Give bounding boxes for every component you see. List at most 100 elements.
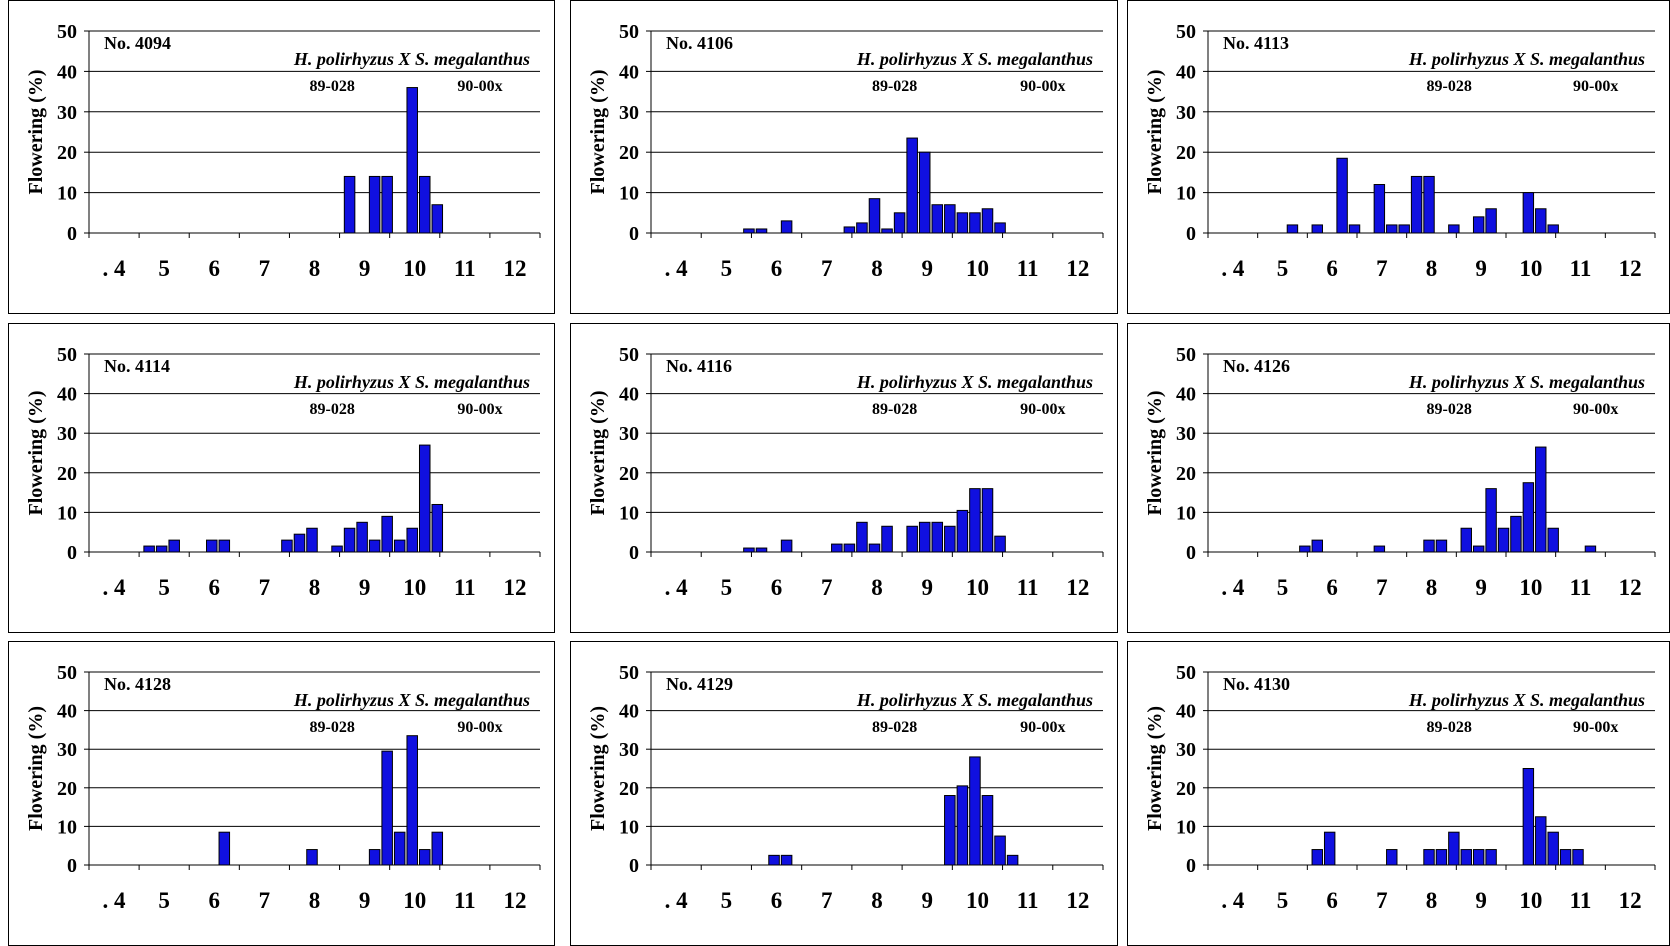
x-tick-label: . 4 — [103, 256, 127, 281]
bar — [218, 539, 231, 553]
bar — [1006, 854, 1019, 866]
y-tick-label: 50 — [619, 344, 639, 366]
x-tick-label: 9 — [359, 888, 371, 913]
x-tick-label: 10 — [403, 256, 426, 281]
bar — [956, 509, 969, 553]
chart-svg: 0 10 20 30 40 50 . 4 5 6 7 8 9 10 11 12 No. 4106 H. poli… — [587, 21, 1104, 281]
y-tick-label: 20 — [57, 778, 77, 800]
x-tick-label: 10 — [403, 888, 426, 913]
bar — [956, 212, 969, 234]
bar — [393, 539, 406, 553]
x-tick-label: 10 — [966, 888, 989, 913]
bar — [1460, 527, 1472, 553]
bar — [944, 795, 956, 866]
chart-svg: 0 10 20 30 40 50 . 4 5 6 7 8 9 10 11 12 No. 4129 H. poli… — [587, 662, 1104, 913]
bar — [743, 228, 755, 234]
bar — [1547, 224, 1559, 234]
x-tick-label: . 4 — [665, 575, 689, 600]
parent1-code: 89-028 — [309, 78, 354, 95]
bar — [1299, 545, 1311, 553]
y-tick-label: 40 — [57, 701, 77, 723]
bar — [994, 222, 1006, 234]
chart-svg: 0 10 20 30 40 50 . 4 5 6 7 8 9 10 11 12 No. 4128 H. poli… — [25, 662, 541, 913]
bar — [969, 212, 981, 234]
y-tick-label: 50 — [57, 21, 77, 43]
bar — [381, 175, 393, 234]
x-tick-label: 7 — [821, 888, 833, 913]
bar — [981, 208, 994, 234]
chart-svg: 0 10 20 30 40 50 . 4 5 6 7 8 9 10 11 12 No. 4116 H. poli… — [587, 344, 1104, 600]
bar — [780, 539, 793, 553]
y-tick-label: 10 — [57, 502, 77, 524]
bar — [1522, 482, 1535, 553]
bar — [281, 539, 293, 553]
y-tick-label: 30 — [57, 739, 77, 761]
y-tick-label: 40 — [619, 701, 639, 723]
bar — [868, 543, 881, 553]
bar — [956, 785, 969, 866]
y-tick-label: 50 — [57, 662, 77, 684]
x-tick-label: 8 — [1426, 888, 1438, 913]
x-tick-label: 6 — [209, 256, 221, 281]
x-tick-label: 5 — [158, 888, 170, 913]
x-tick-label: 7 — [821, 575, 833, 600]
bar — [393, 831, 406, 866]
y-tick-label: 0 — [1186, 223, 1196, 245]
bar — [406, 527, 418, 553]
y-tick-label: 10 — [619, 816, 639, 838]
chart-panel: 0 10 20 30 40 50 . 4 5 6 7 8 9 10 11 12 No. 4129 H. poli… — [570, 641, 1118, 946]
x-tick-label: 5 — [1277, 888, 1289, 913]
y-tick-label: 10 — [619, 502, 639, 524]
x-tick-label: 9 — [1475, 575, 1487, 600]
x-tick-label: 7 — [821, 256, 833, 281]
x-tick-label: 12 — [503, 575, 526, 600]
bar — [1547, 527, 1559, 553]
panel-title: No. 4129 — [666, 674, 733, 694]
y-tick-label: 30 — [619, 423, 639, 445]
bar — [1547, 831, 1559, 866]
y-tick-label: 40 — [619, 61, 639, 83]
parent1-code: 89-028 — [872, 78, 917, 95]
y-tick-label: 50 — [1176, 344, 1196, 366]
bar — [1348, 224, 1361, 234]
bar — [218, 831, 231, 866]
bar — [856, 222, 868, 234]
parent2-code: 90-00x — [457, 401, 502, 418]
x-tick-label: 5 — [1277, 256, 1289, 281]
bar — [1323, 831, 1336, 866]
parent1-code: 89-028 — [309, 719, 354, 736]
cross-subtitle: H. polirhyzus X S. megalanthus — [293, 372, 530, 392]
y-axis-label: Flowering (%) — [587, 70, 609, 195]
x-tick-label: 9 — [359, 575, 371, 600]
bar — [1584, 545, 1597, 553]
x-tick-label: 7 — [1376, 575, 1388, 600]
panel-title: No. 4094 — [104, 33, 171, 53]
cross-subtitle: H. polirhyzus X S. megalanthus — [856, 372, 1093, 392]
parent1-code: 89-028 — [309, 401, 354, 418]
y-tick-label: 20 — [1176, 142, 1196, 164]
x-tick-label: 11 — [1570, 256, 1592, 281]
x-tick-label: 7 — [259, 888, 271, 913]
chart-panel: 0 10 20 30 40 50 . 4 5 6 7 8 9 10 11 12 No. 4113 H. poli… — [1127, 0, 1670, 314]
y-tick-label: 20 — [619, 142, 639, 164]
x-tick-label: . 4 — [665, 888, 689, 913]
y-tick-label: 0 — [1186, 855, 1196, 877]
bar — [368, 539, 381, 553]
panel-title: No. 4114 — [104, 356, 170, 376]
parent1-code: 89-028 — [1427, 78, 1472, 95]
x-tick-label: 11 — [1017, 256, 1039, 281]
bar — [431, 503, 444, 553]
x-tick-label: 8 — [1426, 575, 1438, 600]
bar — [893, 212, 906, 234]
panel-title: No. 4106 — [666, 33, 733, 53]
x-tick-label: 9 — [359, 256, 371, 281]
x-tick-label: 12 — [1066, 575, 1089, 600]
bar — [1572, 849, 1584, 866]
chart-svg: 0 10 20 30 40 50 . 4 5 6 7 8 9 10 11 12 No. 4113 H. poli… — [1144, 21, 1656, 281]
y-tick-label: 10 — [1176, 183, 1196, 205]
x-tick-label: 12 — [503, 256, 526, 281]
x-tick-label: 8 — [309, 575, 321, 600]
x-tick-label: 12 — [1066, 888, 1089, 913]
parent2-code: 90-00x — [1573, 719, 1618, 736]
bar — [368, 175, 381, 234]
